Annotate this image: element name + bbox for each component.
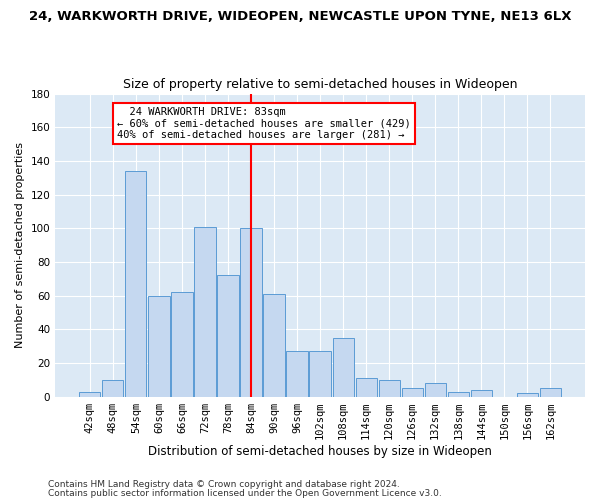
- Bar: [172, 292, 193, 397]
- Bar: [401, 388, 423, 396]
- Bar: [379, 380, 400, 396]
- Text: 24, WARKWORTH DRIVE, WIDEOPEN, NEWCASTLE UPON TYNE, NE13 6LX: 24, WARKWORTH DRIVE, WIDEOPEN, NEWCASTLE…: [29, 10, 571, 23]
- Bar: [263, 294, 284, 396]
- Bar: [125, 171, 146, 396]
- Bar: [217, 276, 239, 396]
- Bar: [241, 228, 262, 396]
- Bar: [102, 380, 124, 396]
- Bar: [310, 351, 331, 397]
- Bar: [540, 388, 561, 396]
- Bar: [425, 383, 446, 396]
- Bar: [517, 393, 538, 396]
- Bar: [286, 351, 308, 397]
- Bar: [356, 378, 377, 396]
- Text: Contains public sector information licensed under the Open Government Licence v3: Contains public sector information licen…: [48, 488, 442, 498]
- Title: Size of property relative to semi-detached houses in Wideopen: Size of property relative to semi-detach…: [123, 78, 517, 91]
- Y-axis label: Number of semi-detached properties: Number of semi-detached properties: [15, 142, 25, 348]
- Bar: [332, 338, 353, 396]
- Bar: [448, 392, 469, 396]
- Bar: [79, 392, 100, 396]
- Text: Contains HM Land Registry data © Crown copyright and database right 2024.: Contains HM Land Registry data © Crown c…: [48, 480, 400, 489]
- X-axis label: Distribution of semi-detached houses by size in Wideopen: Distribution of semi-detached houses by …: [148, 444, 492, 458]
- Bar: [194, 226, 215, 396]
- Bar: [470, 390, 492, 396]
- Bar: [148, 296, 170, 396]
- Text: 24 WARKWORTH DRIVE: 83sqm
← 60% of semi-detached houses are smaller (429)
40% of: 24 WARKWORTH DRIVE: 83sqm ← 60% of semi-…: [118, 107, 411, 140]
